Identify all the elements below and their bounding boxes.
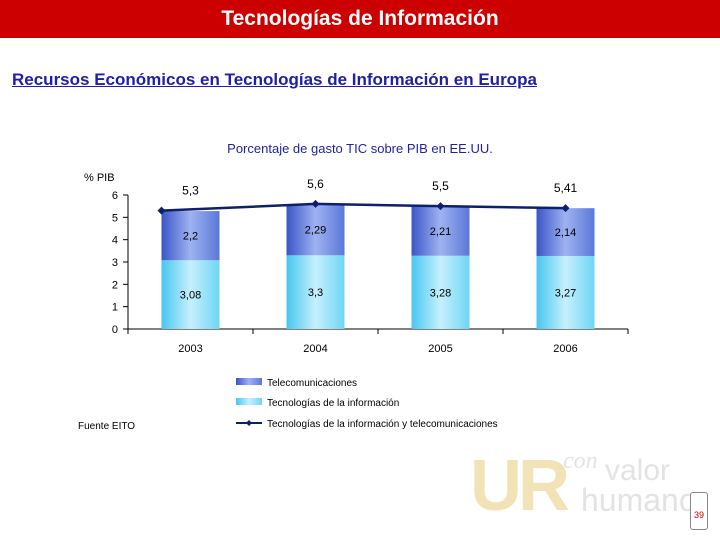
y-axis-label: % PIB: [84, 172, 115, 184]
bar-it: [411, 255, 470, 329]
logo-ur-con-valor-humano: UR con valor humano: [470, 446, 697, 526]
line-point: [311, 199, 320, 208]
chart-title: Porcentaje de gasto TIC sobre PIB en EE.…: [227, 141, 493, 156]
x-tick-label: 2005: [428, 343, 452, 355]
slide-subtitle: Recursos Económicos en Tecnologías de In…: [12, 70, 537, 89]
y-tick-label: 4: [112, 235, 118, 247]
y-tick-label: 3: [112, 257, 118, 269]
bar-telecom: [161, 211, 220, 261]
page-number: 39: [693, 510, 704, 520]
logo-valor-text: valor: [605, 454, 671, 487]
legend-label: Telecomunicaciones: [267, 378, 357, 389]
x-tick-label: 2004: [303, 343, 327, 355]
legend-swatch: [236, 378, 262, 385]
bar-it: [161, 260, 220, 329]
bar-it: [286, 255, 345, 329]
bar-telecom: [411, 206, 470, 256]
series-line-tic: [161, 202, 566, 212]
source-note: Fuente EITO: [78, 421, 136, 432]
data-label-telecom: 2,29: [305, 225, 326, 237]
bar-it: [536, 255, 595, 329]
data-label-it: 3,28: [430, 287, 451, 299]
line-point: [157, 206, 166, 215]
x-tick-label: 2003: [178, 343, 202, 355]
line-point: [561, 204, 570, 213]
x-tick-label: 2006: [553, 343, 577, 355]
data-label-total: 5,3: [182, 184, 199, 198]
y-tick-label: 6: [112, 190, 118, 202]
page-number-box: 39: [690, 492, 708, 530]
line-point: [436, 202, 445, 211]
bar-telecom: [536, 208, 595, 256]
legend-label: Tecnologías de la información: [267, 398, 399, 409]
legend-swatch: [236, 398, 262, 405]
data-label-telecom: 2,21: [430, 226, 451, 238]
y-tick-label: 0: [112, 324, 118, 336]
data-label-it: 3,08: [180, 290, 201, 302]
logo-ur-text: UR: [470, 446, 570, 526]
y-tick-label: 2: [112, 279, 118, 291]
legend-marker: [246, 420, 252, 426]
bar-telecom: [286, 204, 345, 256]
data-label-it: 3,27: [555, 287, 576, 299]
data-label-it: 3,3: [308, 287, 323, 299]
data-label-telecom: 2,2: [183, 231, 198, 243]
banner-title: Tecnologías de Información: [221, 7, 499, 30]
y-tick-label: 1: [112, 302, 118, 314]
data-label-total: 5,6: [307, 177, 324, 191]
data-label-total: 5,41: [554, 181, 578, 195]
data-label-total: 5,5: [432, 179, 449, 193]
legend-label: Tecnologías de la información y telecomu…: [267, 419, 498, 430]
data-label-telecom: 2,14: [555, 227, 576, 239]
logo-humano-text: humano: [581, 482, 697, 518]
y-tick-label: 5: [112, 212, 118, 224]
title-banner: Tecnologías de Información: [0, 0, 720, 38]
logo-con-text: con: [563, 448, 598, 474]
